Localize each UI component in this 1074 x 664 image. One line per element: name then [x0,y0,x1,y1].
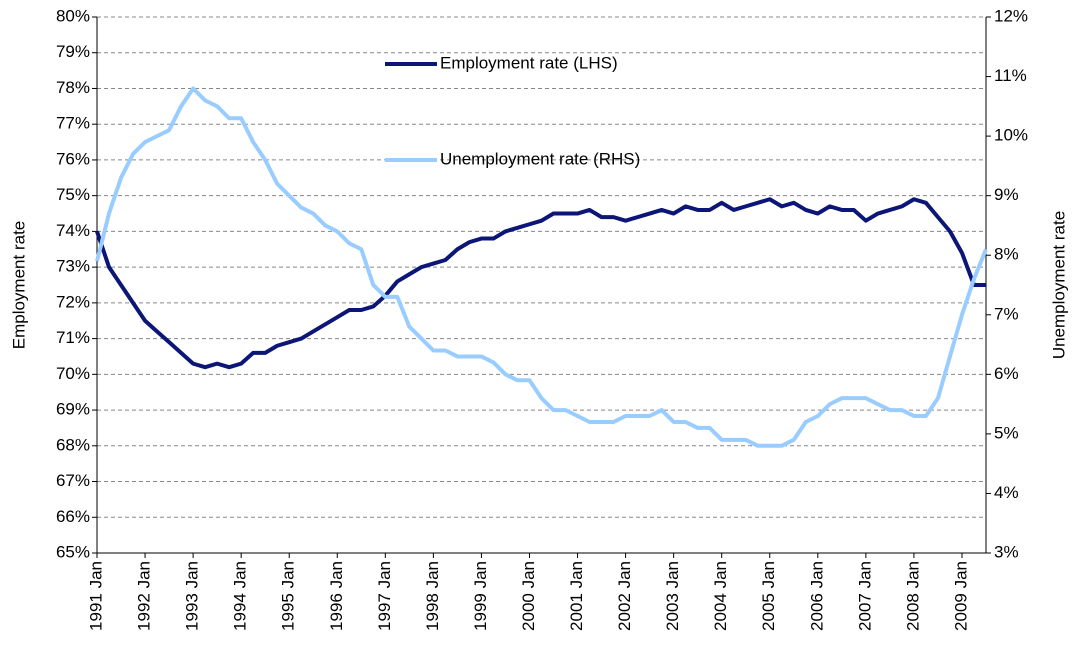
y-tick-label: 65% [56,542,90,561]
y2-tick-label: 10% [994,126,1028,145]
x-tick-label: 1992 Jan [135,561,154,631]
x-tick-label: 1999 Jan [471,561,490,631]
y2-axis-title: Unemployment rate [1049,211,1068,359]
x-tick-label: 1991 Jan [86,561,105,631]
x-tick-label: 2004 Jan [711,561,730,631]
x-tick-label: 2001 Jan [567,561,586,631]
x-tick-label: 1998 Jan [423,561,442,631]
y-tick-label: 73% [56,257,90,276]
y2-tick-label: 4% [994,483,1019,502]
x-tick-label: 2009 Jan [951,561,970,631]
y-tick-label: 68% [56,435,90,454]
y-tick-label: 78% [56,78,90,97]
y-tick-label: 72% [56,292,90,311]
x-tick-label: 2002 Jan [615,561,634,631]
y2-tick-label: 8% [994,245,1019,264]
y2-tick-label: 5% [994,423,1019,442]
x-tick-label: 1993 Jan [183,561,202,631]
x-tick-label: 2003 Jan [663,561,682,631]
x-tick-label: 2005 Jan [759,561,778,631]
y-tick-label: 80% [56,6,90,25]
legend-label: Employment rate (LHS) [440,53,618,72]
y-tick-label: 79% [56,42,90,61]
y2-tick-label: 7% [994,304,1019,323]
series-line [95,197,986,370]
y2-tick-label: 6% [994,364,1019,383]
y-tick-label: 76% [56,149,90,168]
y-tick-label: 75% [56,185,90,204]
y-tick-label: 70% [56,364,90,383]
x-tick-label: 1995 Jan [279,561,298,631]
y-tick-label: 71% [56,328,90,347]
x-tick-label: 1994 Jan [231,561,250,631]
y-axis-title: Employment rate [9,221,28,350]
y-tick-label: 69% [56,400,90,419]
x-tick-label: 2006 Jan [807,561,826,631]
y-tick-label: 74% [56,221,90,240]
x-tick-label: 1997 Jan [375,561,394,631]
legend-label: Unemployment rate (RHS) [440,149,640,168]
y-tick-label: 77% [56,114,90,133]
series-line [95,86,988,448]
y-tick-label: 67% [56,471,90,490]
y2-tick-label: 3% [994,542,1019,561]
y2-tick-label: 9% [994,185,1019,204]
y2-tick-label: 11% [994,66,1027,85]
x-tick-label: 2007 Jan [855,561,874,631]
y-tick-label: 66% [56,507,90,526]
y2-tick-label: 12% [994,6,1028,25]
x-tick-label: 2008 Jan [903,561,922,631]
x-tick-label: 2000 Jan [519,561,538,631]
x-tick-label: 1996 Jan [327,561,346,631]
